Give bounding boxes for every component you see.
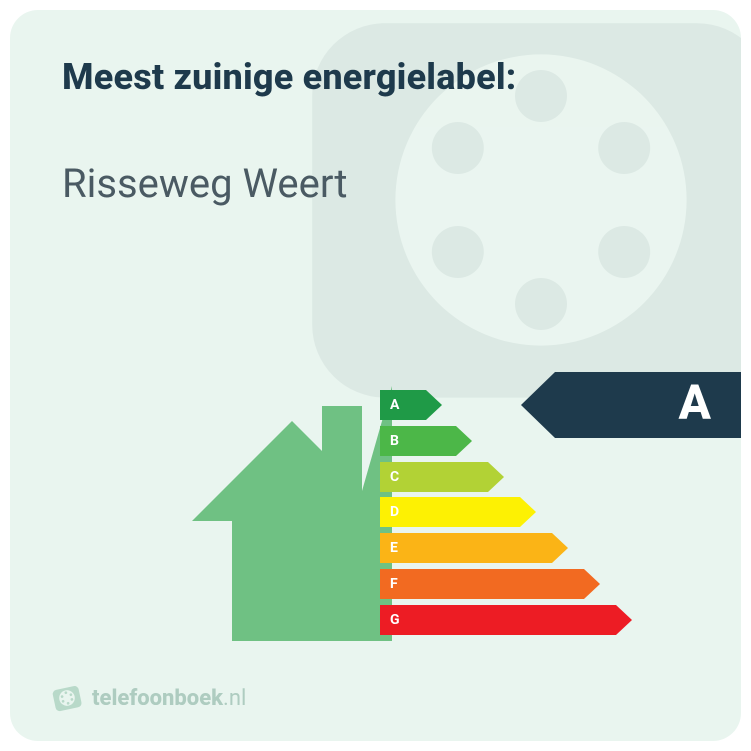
bar-label: A	[380, 397, 399, 413]
footer-text: telefoonboek.nl	[92, 686, 246, 711]
footer: telefoonboek.nl	[52, 683, 246, 713]
pointer-tip	[521, 372, 555, 438]
card-title: Meest zuinige energielabel:	[62, 56, 689, 98]
energy-label-chart: ABCDEFG A	[10, 381, 741, 641]
house-icon	[192, 386, 392, 641]
label-bar-c: C	[380, 462, 632, 492]
label-bar-g: G	[380, 605, 632, 635]
label-bar-d: D	[380, 497, 632, 527]
energy-label-card: Meest zuinige energielabel: Risseweg Wee…	[10, 10, 741, 741]
bar-label: C	[380, 469, 399, 485]
bar-label: D	[380, 504, 399, 520]
bar-label: E	[380, 540, 398, 556]
footer-logo-icon	[49, 680, 85, 716]
bar-label: B	[380, 433, 399, 449]
footer-brand-bold: telefoonboek	[92, 686, 223, 711]
rating-pointer: A	[521, 372, 741, 438]
bar-label: F	[380, 576, 398, 592]
pointer-letter: A	[679, 374, 711, 431]
label-bar-e: E	[380, 533, 632, 563]
label-bar-f: F	[380, 569, 632, 599]
card-subtitle: Risseweg Weert	[62, 160, 689, 207]
bar-label: G	[380, 612, 400, 628]
pointer-body	[555, 372, 741, 438]
footer-brand-light: .nl	[223, 686, 246, 711]
